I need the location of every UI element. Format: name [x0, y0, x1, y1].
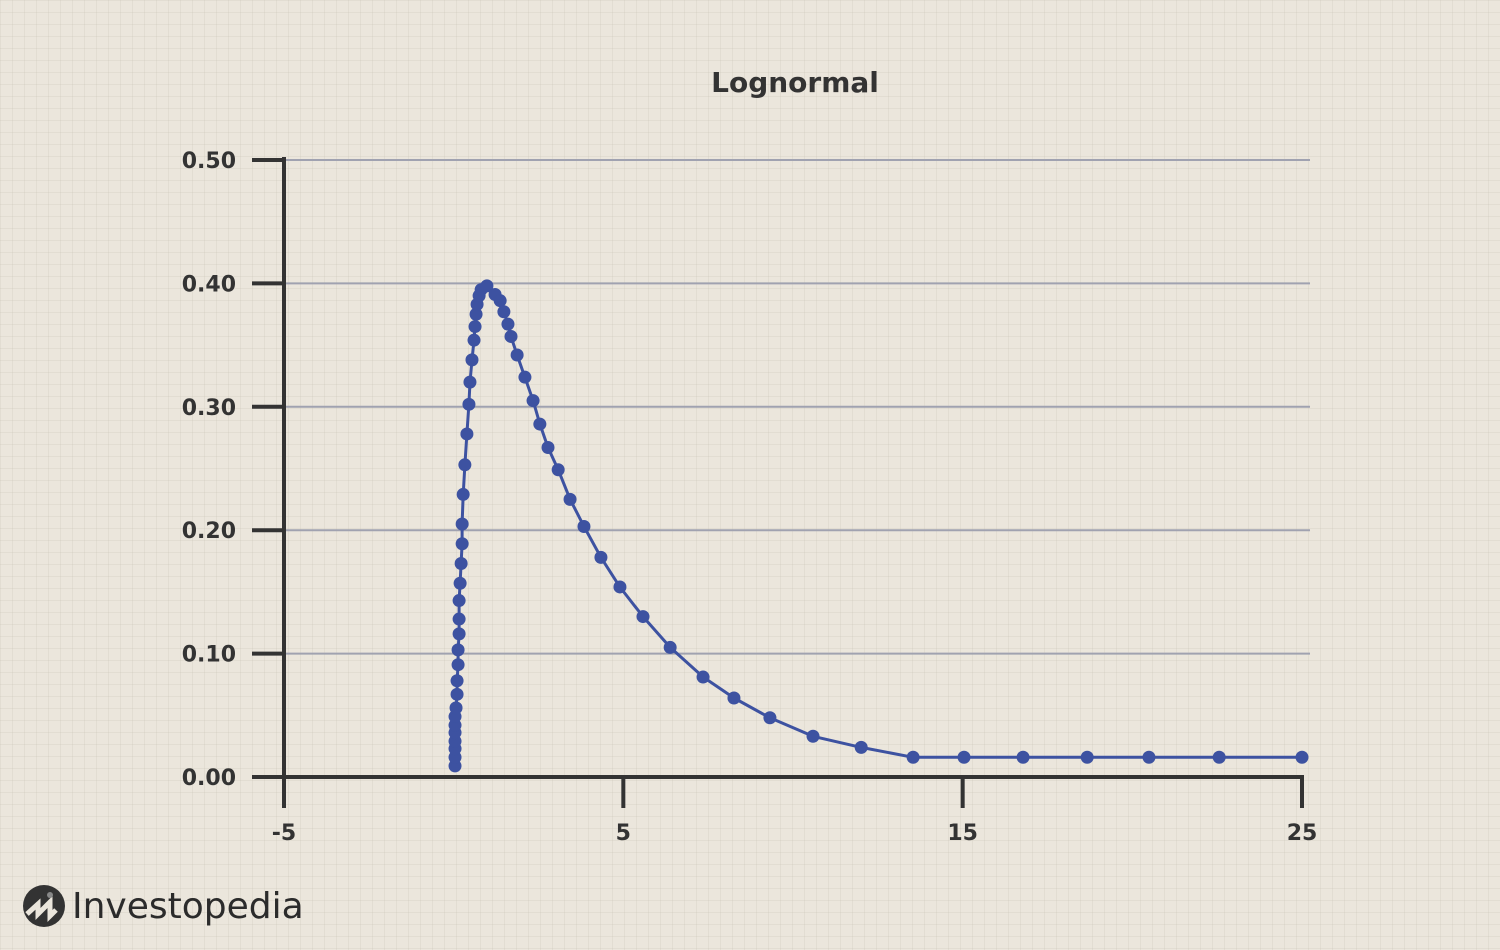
data-point — [451, 643, 465, 657]
data-point — [526, 394, 540, 408]
y-tick-label: 0.10 — [182, 643, 236, 668]
logo-text: Investopedia — [72, 885, 304, 927]
x-tick-label: -5 — [272, 821, 296, 846]
y-tick-label: 0.20 — [182, 519, 236, 544]
data-point — [533, 417, 547, 431]
data-point — [1080, 750, 1094, 764]
data-point — [613, 580, 627, 594]
data-point — [469, 307, 483, 321]
data-point — [455, 517, 469, 531]
data-point — [452, 627, 466, 641]
y-tick-label: 0.50 — [182, 149, 236, 174]
data-point — [577, 519, 591, 533]
data-point — [467, 333, 481, 347]
data-point — [450, 674, 464, 688]
data-point — [497, 305, 511, 319]
data-point — [452, 612, 466, 626]
data-point — [510, 348, 524, 362]
data-point — [763, 711, 777, 725]
data-point — [453, 576, 467, 590]
data-point — [1212, 750, 1226, 764]
y-axis-ticks: 0.00 0.10 0.20 0.30 0.40 0.50 — [182, 149, 284, 791]
data-point — [1295, 750, 1309, 764]
data-point — [854, 740, 868, 754]
data-point — [504, 329, 518, 343]
data-point — [551, 463, 565, 477]
data-point — [1016, 750, 1030, 764]
data-point — [906, 750, 920, 764]
data-point — [455, 537, 469, 551]
x-axis-ticks: -5 5 15 25 — [272, 777, 1318, 846]
data-point — [468, 320, 482, 334]
data-point — [456, 487, 470, 501]
gridlines — [286, 159, 1310, 655]
investopedia-logo: Investopedia — [22, 884, 304, 928]
data-point — [458, 458, 472, 472]
data-point — [449, 701, 463, 715]
data-point — [493, 294, 507, 308]
x-tick-label: 5 — [616, 821, 631, 846]
chart-title: Lognormal — [711, 66, 879, 99]
data-point — [460, 427, 474, 441]
data-point — [806, 729, 820, 743]
data-point — [957, 750, 971, 764]
investopedia-logo-icon — [23, 885, 65, 927]
data-point — [663, 640, 677, 654]
data-point — [594, 550, 608, 564]
data-point — [518, 370, 532, 384]
x-tick-label: 15 — [947, 821, 978, 846]
data-point — [727, 691, 741, 705]
y-tick-label: 0.40 — [182, 272, 236, 297]
data-point — [480, 279, 494, 293]
series-lognormal — [448, 279, 1309, 773]
y-tick-label: 0.00 — [182, 766, 236, 791]
data-point — [563, 492, 577, 506]
data-point — [696, 670, 710, 684]
data-point — [541, 441, 555, 455]
data-point — [450, 687, 464, 701]
data-point — [451, 658, 465, 672]
data-point — [1142, 750, 1156, 764]
data-point — [501, 317, 515, 331]
data-point — [462, 397, 476, 411]
data-point — [452, 594, 466, 608]
y-tick-label: 0.30 — [182, 396, 236, 421]
data-point — [454, 557, 468, 571]
x-tick-label: 25 — [1287, 821, 1318, 846]
data-point — [463, 375, 477, 389]
data-point — [465, 353, 479, 367]
data-point — [636, 610, 650, 624]
